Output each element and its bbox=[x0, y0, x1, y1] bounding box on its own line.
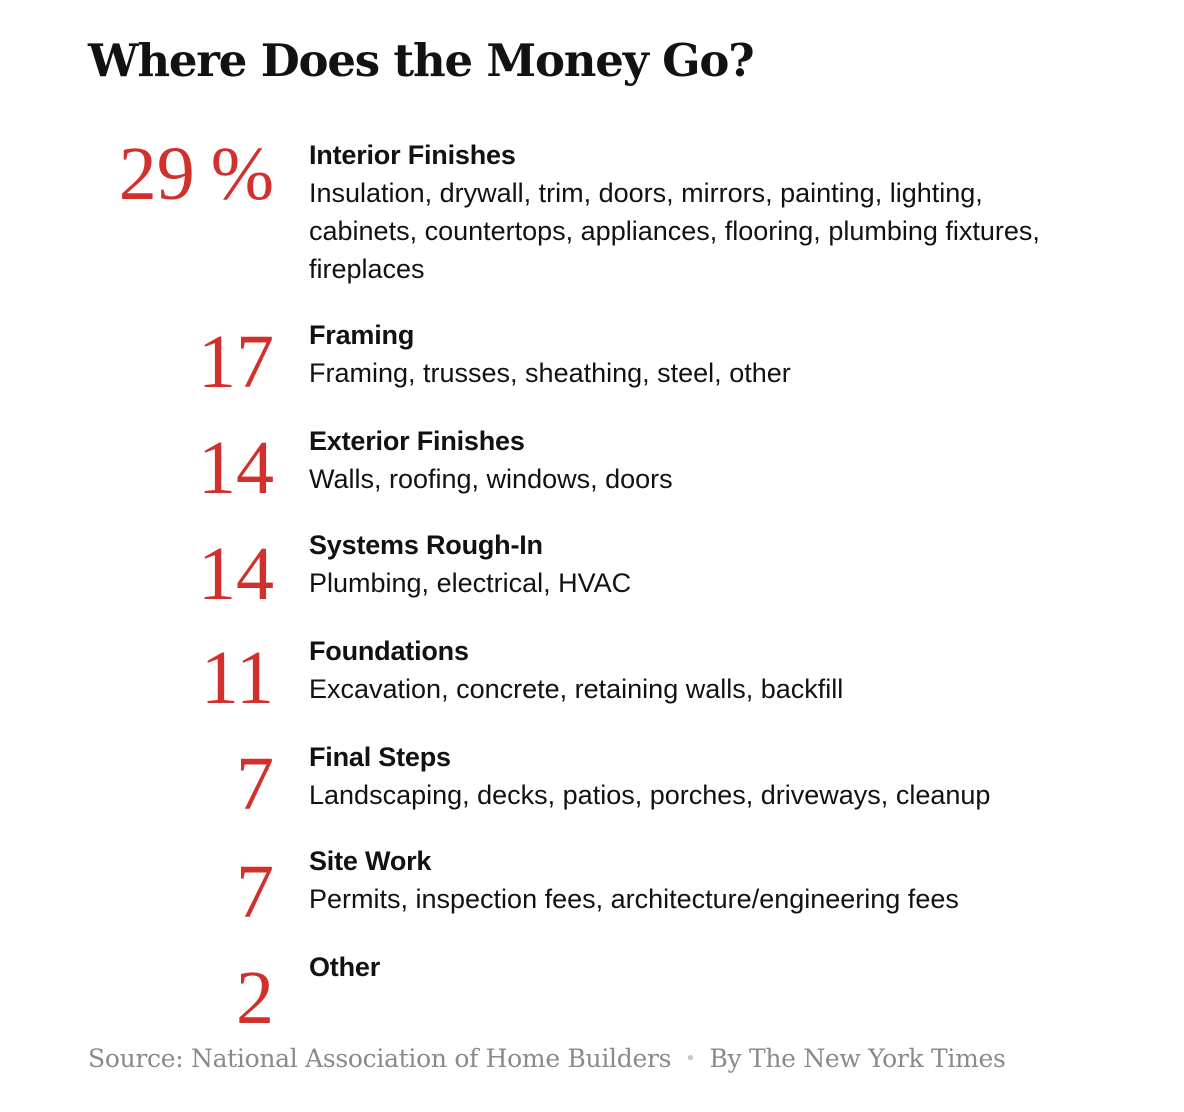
category-name: Systems Rough-In bbox=[309, 530, 543, 560]
percent-value: 17 bbox=[198, 324, 274, 400]
category-text: Final Steps Landscaping, decks, patios, p… bbox=[309, 738, 1069, 814]
percent-number: 29 bbox=[118, 132, 195, 216]
category-name: Interior Finishes bbox=[309, 140, 516, 170]
source-credit: Source: National Association of Home Bui… bbox=[88, 1044, 672, 1073]
category-description: Excavation, concrete, retaining walls, b… bbox=[309, 674, 844, 704]
category-text: Site Work Permits, inspection fees, archi… bbox=[309, 842, 1069, 918]
category-text: Framing Framing, trusses, sheathing, stee… bbox=[309, 316, 1069, 392]
category-description: Walls, roofing, windows, doors bbox=[309, 464, 673, 494]
category-name: Exterior Finishes bbox=[309, 426, 525, 456]
category-description: Insulation, drywall, trim, doors, mirror… bbox=[309, 178, 1040, 284]
percent-value: 2 bbox=[236, 960, 274, 1036]
percent-value: 14 bbox=[198, 536, 274, 612]
category-description: Landscaping, decks, patios, porches, dri… bbox=[309, 780, 991, 810]
category-text: Other bbox=[309, 948, 1069, 986]
category-name: Other bbox=[309, 952, 381, 982]
category-text: Foundations Excavation, concrete, retaini… bbox=[309, 632, 1069, 708]
chart-title: Where Does the Money Go? bbox=[88, 34, 755, 87]
category-name: Site Work bbox=[309, 846, 432, 876]
category-name: Framing bbox=[309, 320, 415, 350]
percent-value: 7 bbox=[236, 854, 274, 930]
percent-number: 2 bbox=[236, 956, 274, 1040]
percent-value: 7 bbox=[236, 746, 274, 822]
percent-number: 14 bbox=[198, 426, 274, 510]
percent-number: 17 bbox=[198, 320, 274, 404]
percent-sign: % bbox=[210, 132, 274, 216]
footer: Source: National Association of Home Bui… bbox=[88, 1044, 1006, 1073]
percent-number: 7 bbox=[236, 742, 274, 826]
percent-number: 11 bbox=[200, 636, 274, 720]
category-description: Permits, inspection fees, architecture/e… bbox=[309, 884, 959, 914]
percent-value: 14 bbox=[198, 430, 274, 506]
category-description: Plumbing, electrical, HVAC bbox=[309, 568, 632, 598]
separator-dot: • bbox=[685, 1048, 696, 1069]
percent-value: 29% bbox=[119, 136, 274, 212]
category-description: Framing, trusses, sheathing, steel, othe… bbox=[309, 358, 791, 388]
percent-value: 11 bbox=[201, 640, 274, 716]
category-text: Interior Finishes Insulation, drywall, tr… bbox=[309, 136, 1069, 288]
byline: By The New York Times bbox=[709, 1044, 1006, 1073]
category-name: Foundations bbox=[309, 636, 469, 666]
category-text: Systems Rough-In Plumbing, electrical, HV… bbox=[309, 526, 1069, 602]
percent-number: 7 bbox=[236, 850, 274, 934]
percent-number: 14 bbox=[198, 532, 274, 616]
category-text: Exterior Finishes Walls, roofing, windows… bbox=[309, 422, 1069, 498]
category-name: Final Steps bbox=[309, 742, 451, 772]
